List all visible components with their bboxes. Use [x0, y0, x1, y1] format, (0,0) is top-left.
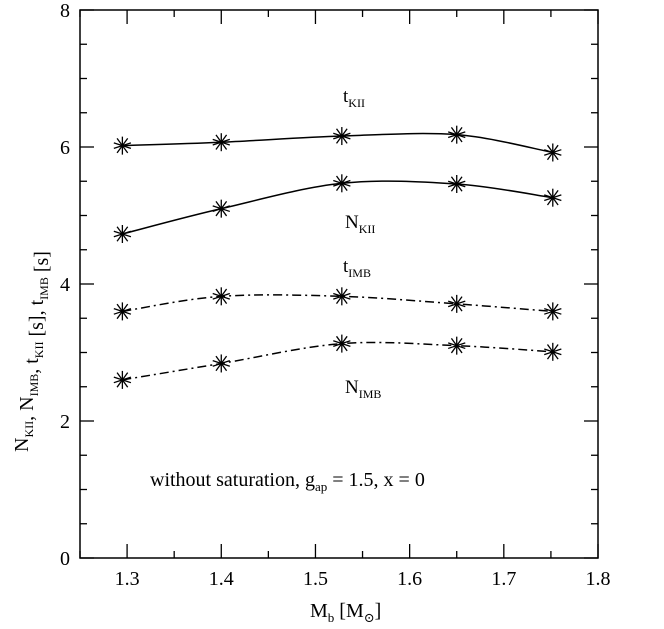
x-axis-label: Mb [M⊙] — [310, 600, 381, 625]
tick-labels: 1.3 1.4 1.5 1.6 1.7 1.8 0 2 4 6 8 — [60, 0, 611, 590]
series-2-point — [447, 294, 466, 313]
series-label-t-imb: tIMB — [343, 256, 371, 280]
series-1-point — [544, 188, 562, 207]
y-tick-label: 0 — [60, 548, 70, 570]
x-tick-label: 1.6 — [397, 568, 422, 590]
y-axis-label: NKII, NIMB, tKII [s], tIMB [s] — [11, 251, 53, 452]
series-0-point — [333, 127, 351, 146]
series-label-n-imb: NIMB — [345, 377, 381, 401]
series-1-point — [113, 224, 132, 243]
series-3-point — [333, 334, 351, 353]
axis-ticks — [79, 9, 599, 559]
y-tick-label: 2 — [60, 411, 70, 433]
x-tick-label: 1.7 — [491, 568, 516, 590]
series-3-point — [447, 336, 466, 355]
y-tick-label: 4 — [60, 274, 70, 296]
x-tick-label: 1.4 — [209, 568, 234, 590]
series-label-t-kii: tKII — [343, 86, 365, 110]
series-2-point — [212, 287, 231, 306]
series-3-point — [544, 342, 562, 361]
y-tick-label: 6 — [60, 137, 70, 159]
series-0-point — [447, 125, 466, 144]
series-label-n-kii: NKII — [345, 212, 375, 236]
series-line-2 — [122, 294, 553, 313]
x-tick-label: 1.8 — [586, 568, 611, 590]
y-tick-label: 8 — [60, 0, 70, 22]
series-1-point — [447, 174, 466, 193]
series-3-point — [212, 354, 231, 373]
series-0-point — [212, 133, 231, 152]
series-layer — [113, 125, 562, 389]
series-0-point — [544, 143, 562, 162]
series-3-point — [113, 370, 132, 389]
series-2-point — [113, 302, 132, 321]
series-1-point — [212, 199, 231, 218]
series-1-point — [333, 174, 351, 193]
series-0-point — [113, 136, 132, 155]
series-line-3 — [122, 341, 553, 381]
chart-annotation: without saturation, gap = 1.5, x = 0 — [150, 469, 425, 494]
series-line-0 — [122, 132, 553, 154]
series-2-point — [333, 287, 351, 306]
x-tick-label: 1.5 — [303, 568, 328, 590]
series-2-point — [544, 302, 562, 321]
x-tick-label: 1.3 — [115, 568, 140, 590]
